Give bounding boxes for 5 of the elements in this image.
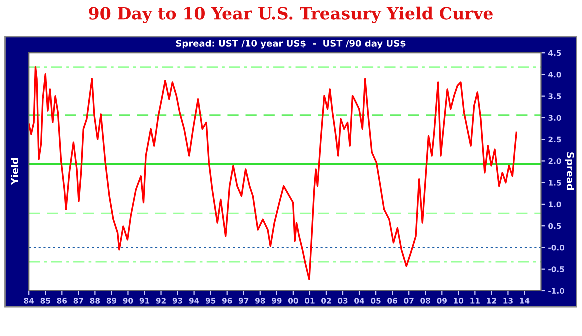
line-series [29, 66, 518, 281]
chart-subtitle: Spread: UST /10 year US$ - UST /90 day US$ [176, 40, 406, 49]
y2-axis-title: Spread [565, 152, 574, 190]
chart-title: 90 Day to 10 Year U.S. Treasury Yield Curve [89, 6, 494, 24]
y-axis-title: Yield [11, 158, 19, 186]
